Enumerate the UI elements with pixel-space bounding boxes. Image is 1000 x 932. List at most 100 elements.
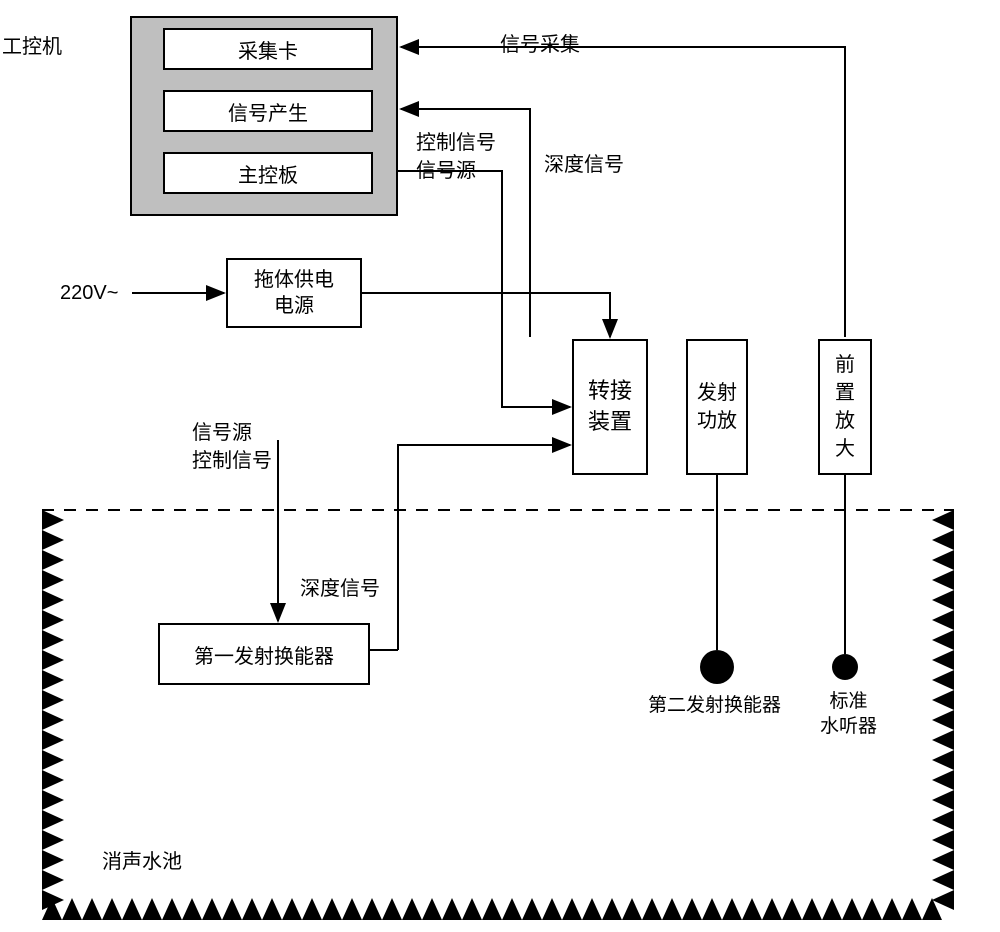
pool-tri-bottom <box>742 898 762 920</box>
pool-tri-right <box>932 870 954 890</box>
pool-tri-right <box>932 650 954 670</box>
pool-tri-right <box>932 550 954 570</box>
pool-tri-bottom <box>482 898 502 920</box>
card-signal-gen: 信号产生 <box>163 90 373 132</box>
pool-tri-bottom <box>162 898 182 920</box>
hydrophone-circle <box>832 654 858 680</box>
pool-tri-left <box>42 750 64 770</box>
pool-tri-bottom <box>122 898 142 920</box>
pool-tri-right <box>932 670 954 690</box>
pool-tri-right <box>932 570 954 590</box>
pool-tri-right <box>932 530 954 550</box>
pool-tri-bottom <box>442 898 462 920</box>
preamp-box: 前置放大 <box>818 339 872 475</box>
pool-tri-bottom <box>802 898 822 920</box>
pool-tri-right <box>932 810 954 830</box>
pool-tri-bottom <box>42 898 62 920</box>
system-diagram: 工控机 采集卡 信号产生 主控板 220V~ 拖体供电电源 转接装置 发射功放 … <box>0 0 1000 932</box>
label-signal-source2: 信号源 <box>192 416 252 445</box>
card-acquisition: 采集卡 <box>163 28 373 70</box>
pool-tri-bottom <box>242 898 262 920</box>
pool-tri-left <box>42 670 64 690</box>
pool-tri-left <box>42 770 64 790</box>
pool-tri-right <box>932 830 954 850</box>
pool-tri-bottom <box>622 898 642 920</box>
pool-tri-bottom <box>422 898 442 920</box>
pool-tri-bottom <box>922 898 942 920</box>
pool-tri-bottom <box>902 898 922 920</box>
pool-tri-bottom <box>722 898 742 920</box>
preamp-text: 前置放大 <box>835 351 855 463</box>
pool-tri-right <box>932 750 954 770</box>
pool-tri-left <box>42 550 64 570</box>
label-control-signal2: 控制信号 <box>192 444 272 473</box>
pool-tri-right <box>932 770 954 790</box>
pool-tri-right <box>932 730 954 750</box>
power-supply-text: 拖体供电电源 <box>254 267 334 319</box>
pool-tri-bottom <box>402 898 422 920</box>
pool-tri-bottom <box>342 898 362 920</box>
label-depth-signal2: 深度信号 <box>300 572 380 601</box>
transducer2-label: 第二发射换能器 <box>648 690 781 717</box>
pool-tri-left <box>42 690 64 710</box>
pool-tri-bottom <box>82 898 102 920</box>
pool-tri-right <box>932 610 954 630</box>
pool-tri-left <box>42 710 64 730</box>
pool-tri-bottom <box>842 898 862 920</box>
pool-tri-bottom <box>282 898 302 920</box>
pool-tri-right <box>932 690 954 710</box>
pool-tri-right <box>932 790 954 810</box>
pool-tri-bottom <box>522 898 542 920</box>
pool-label: 消声水池 <box>102 845 182 874</box>
transducer1-box: 第一发射换能器 <box>158 623 370 685</box>
hydrophone-label: 标准水听器 <box>820 690 877 739</box>
transducer1-text: 第一发射换能器 <box>194 640 334 669</box>
adapter-text: 转接装置 <box>588 376 632 438</box>
transducer2-circle <box>700 650 734 684</box>
power-input-label: 220V~ <box>60 282 118 305</box>
pool-tri-bottom <box>222 898 242 920</box>
pool-tri-bottom <box>62 898 82 920</box>
amplifier-text: 发射功放 <box>697 379 737 435</box>
pool-tri-left <box>42 850 64 870</box>
pool-tri-right <box>932 590 954 610</box>
pool-tri-bottom <box>362 898 382 920</box>
pool-tri-left <box>42 610 64 630</box>
pool-tri-left <box>42 870 64 890</box>
pool-tri-bottom <box>682 898 702 920</box>
pool-tri-bottom <box>602 898 622 920</box>
amplifier-box: 发射功放 <box>686 339 748 475</box>
pool-tri-right <box>932 630 954 650</box>
pool-tri-bottom <box>322 898 342 920</box>
label-signal-collect: 信号采集 <box>500 28 580 57</box>
pool-tri-left <box>42 630 64 650</box>
pool-tri-bottom <box>182 898 202 920</box>
pool-tri-left <box>42 570 64 590</box>
ipc-label: 工控机 <box>2 30 62 59</box>
pool-tri-left <box>42 650 64 670</box>
ipc-container: 采集卡 信号产生 主控板 <box>130 16 398 216</box>
pool-tri-bottom <box>862 898 882 920</box>
adapter-box: 转接装置 <box>572 339 648 475</box>
label-control-signal: 控制信号 <box>416 126 496 155</box>
pool-tri-bottom <box>462 898 482 920</box>
pool-tri-left <box>42 510 64 530</box>
pool-tri-bottom <box>662 898 682 920</box>
pool-tri-left <box>42 530 64 550</box>
power-supply-box: 拖体供电电源 <box>226 258 362 328</box>
pool-tri-bottom <box>562 898 582 920</box>
pool-tri-bottom <box>502 898 522 920</box>
label-signal-source1: 信号源 <box>416 154 476 183</box>
pool-tri-bottom <box>822 898 842 920</box>
pool-tri-bottom <box>762 898 782 920</box>
pool-tri-bottom <box>302 898 322 920</box>
pool-tri-bottom <box>882 898 902 920</box>
pool-tri-left <box>42 790 64 810</box>
pool-tri-bottom <box>202 898 222 920</box>
pool-tri-bottom <box>262 898 282 920</box>
pool-tri-bottom <box>102 898 122 920</box>
pool-tri-left <box>42 830 64 850</box>
pool-tri-right <box>932 850 954 870</box>
pool-tri-bottom <box>542 898 562 920</box>
pool-tri-left <box>42 590 64 610</box>
